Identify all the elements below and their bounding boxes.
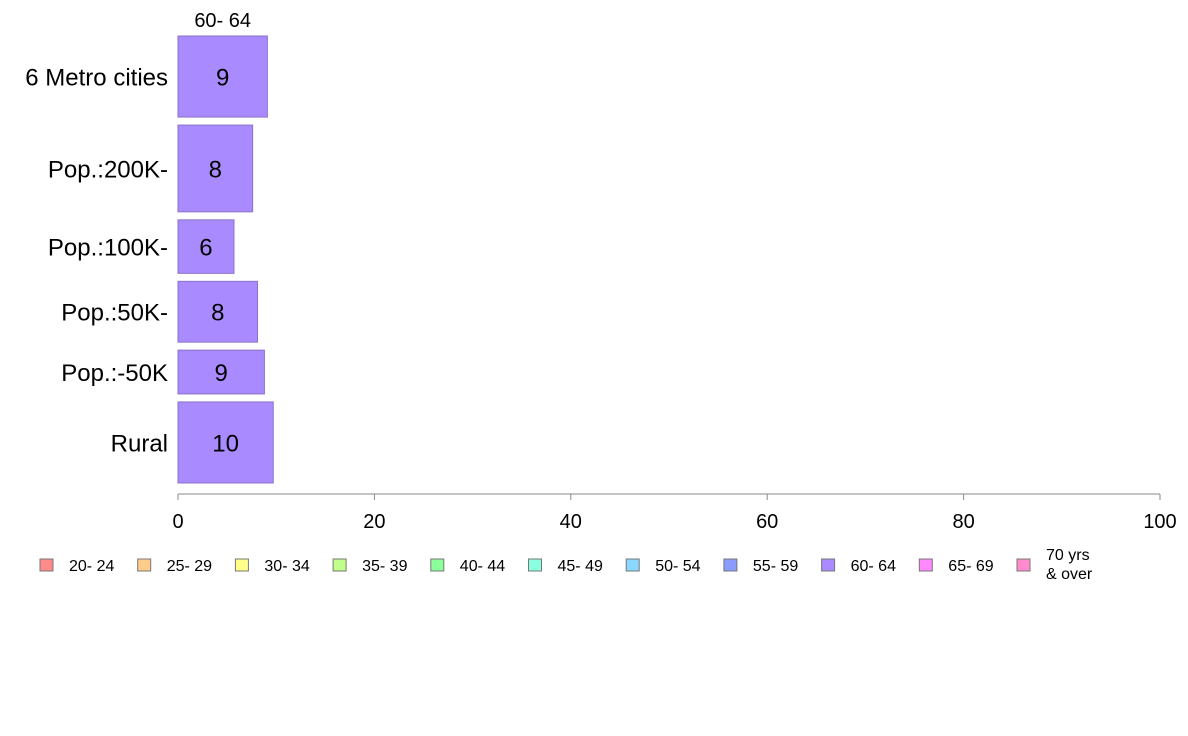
legend-swatch xyxy=(918,558,933,572)
legend-label: 40- 44 xyxy=(460,558,505,575)
legend-swatch xyxy=(430,558,445,572)
legend-label: 55- 59 xyxy=(753,558,798,575)
bar-segment xyxy=(177,35,268,118)
bar-data-label: 10 xyxy=(212,430,239,457)
category-label: Pop.:50K- xyxy=(61,300,168,327)
bar-data-label: 9 xyxy=(215,360,228,387)
category-label: Pop.:-50K xyxy=(61,360,168,387)
legend: 20- 24 25- 29 30- 34 35- 39 40- 44 45- 49 50- … xyxy=(39,547,1093,583)
legend-swatch xyxy=(821,558,836,572)
legend-label: 20- 24 xyxy=(69,558,114,575)
legend-label: 50- 54 xyxy=(655,558,700,575)
category-label: 6 Metro cities xyxy=(25,65,168,92)
bar-data-label: 8 xyxy=(209,156,222,183)
legend-swatch xyxy=(723,558,738,572)
legend-label: 70 yrs & over xyxy=(1046,547,1093,583)
legend-swatch xyxy=(625,558,640,572)
legend-swatch xyxy=(234,558,249,572)
x-tick-label: 0 xyxy=(172,511,183,533)
legend-swatch xyxy=(528,558,542,572)
category-label: Rural xyxy=(111,430,168,457)
legend-label: 35- 39 xyxy=(362,558,407,575)
x-tick-label: 60 xyxy=(756,511,778,533)
bar-segment xyxy=(177,401,274,484)
legend-label: 25- 29 xyxy=(167,558,212,575)
bar-segment xyxy=(177,219,235,274)
legend-swatch xyxy=(332,558,347,572)
bars-layer: 60- 64 9 6 Metro cities 8 Pop.:200K- 6 Pop.:10… xyxy=(25,10,274,484)
x-axis: 0 20 40 60 80 100 xyxy=(172,493,1177,533)
legend-swatch xyxy=(137,558,152,572)
x-tick-label: 40 xyxy=(560,511,582,533)
x-tick-label: 80 xyxy=(952,511,974,533)
category-label: Pop.:200K- xyxy=(48,156,168,183)
legend-label: 45- 49 xyxy=(558,558,603,575)
bar-segment xyxy=(177,124,254,213)
series-heading: 60- 64 xyxy=(194,10,251,32)
x-tick-label: 100 xyxy=(1143,511,1176,533)
legend-label: 60- 64 xyxy=(851,558,896,575)
category-label: Pop.:100K- xyxy=(48,235,168,262)
legend-label: 30- 34 xyxy=(264,558,309,575)
x-tick-label: 20 xyxy=(363,511,385,533)
bar-segment xyxy=(177,349,265,395)
bar-data-label: 8 xyxy=(211,300,224,327)
legend-swatch xyxy=(39,558,54,572)
legend-swatch xyxy=(1016,558,1031,572)
bar-segment xyxy=(177,280,259,343)
bar-data-label: 9 xyxy=(216,65,229,92)
bar-data-label: 6 xyxy=(199,235,212,262)
legend-label: 65- 69 xyxy=(948,558,993,575)
